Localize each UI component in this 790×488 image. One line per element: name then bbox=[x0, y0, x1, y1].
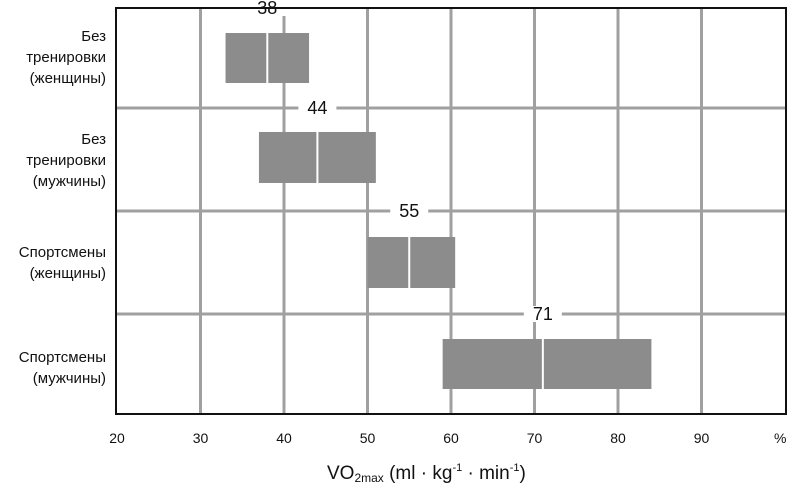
range-bar bbox=[442, 339, 652, 389]
x-tick-label: 20 bbox=[109, 430, 125, 446]
x-axis-label-subscript: 2max bbox=[354, 471, 384, 485]
category-label-athletes-women: Спортсмены (женщины) bbox=[19, 242, 106, 284]
category-label-line: Спортсмены bbox=[18, 244, 106, 261]
value-label: 71 bbox=[533, 304, 553, 324]
value-label-background bbox=[390, 203, 429, 219]
category-label-line: тренировки bbox=[26, 152, 106, 169]
category-label-line: (мужчины) bbox=[32, 173, 106, 190]
x-tick-label: 30 bbox=[193, 430, 209, 446]
x-tick-label: 50 bbox=[360, 430, 376, 446]
x-axis-label-close: ) bbox=[519, 463, 526, 484]
x-axis-label-kg: · kg bbox=[420, 463, 453, 484]
category-label-line: (женщины) bbox=[29, 265, 106, 282]
category-label-untrained-women: Без тренировки (женщины) bbox=[26, 26, 106, 89]
x-axis-unit: % bbox=[774, 430, 787, 446]
x-tick-label: 60 bbox=[443, 430, 459, 446]
value-label: 55 bbox=[399, 201, 419, 221]
category-label-untrained-men: Без тренировки (мужчины) bbox=[26, 129, 106, 192]
x-tick-label: 40 bbox=[276, 430, 292, 446]
category-label-line: Без bbox=[81, 28, 106, 45]
category-label-line: (женщины) bbox=[29, 70, 106, 87]
category-label-line: Без bbox=[81, 131, 106, 148]
range-bar bbox=[367, 237, 456, 288]
x-axis-label: VO2max (ml · kg-1 · min-1) bbox=[327, 462, 526, 485]
x-tick-label: 90 bbox=[694, 430, 710, 446]
value-label-background bbox=[298, 100, 337, 116]
category-label-line: (мужчины) bbox=[32, 370, 106, 387]
x-axis-label-kg-exp: -1 bbox=[452, 462, 463, 474]
value-label: 44 bbox=[307, 98, 327, 118]
plot-frame bbox=[115, 7, 787, 415]
category-label-line: тренировки bbox=[26, 49, 106, 66]
x-tick-label: 80 bbox=[610, 430, 626, 446]
category-label-athletes-men: Спортсмены (мужчины) bbox=[19, 347, 106, 389]
x-axis-label-unit-open: (ml bbox=[389, 463, 416, 484]
x-axis-label-min-exp: -1 bbox=[509, 462, 520, 474]
value-label-background bbox=[523, 306, 562, 322]
x-axis-label-main: VO bbox=[327, 463, 355, 484]
x-tick-label: 70 bbox=[527, 430, 543, 446]
x-axis-label-min: · min bbox=[467, 463, 510, 484]
category-label-line: Спортсмены bbox=[18, 349, 106, 366]
